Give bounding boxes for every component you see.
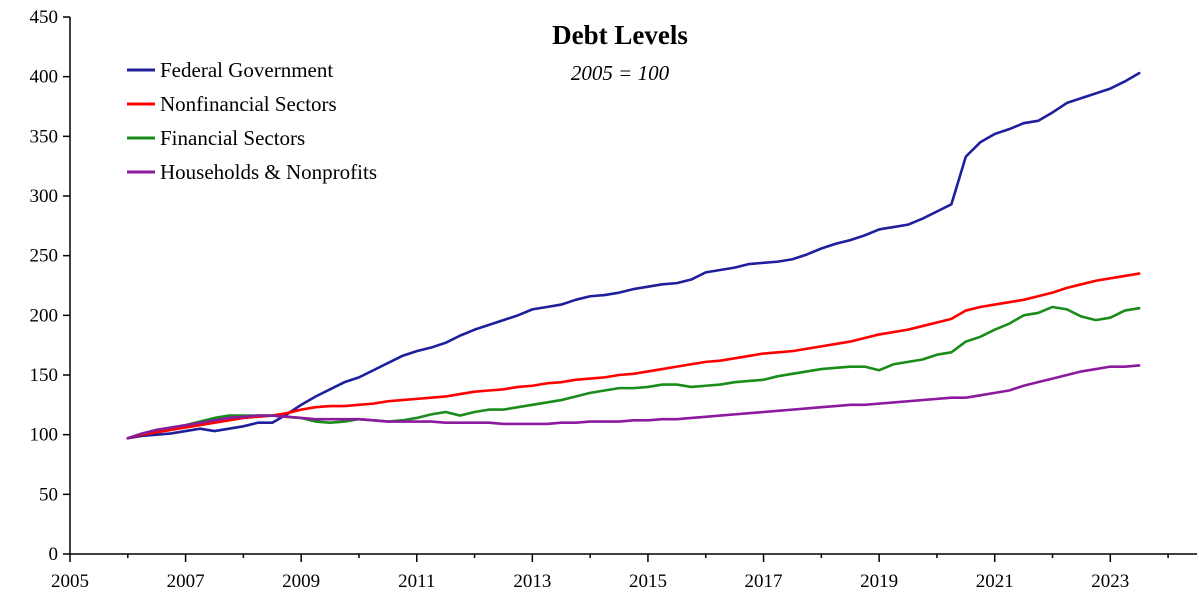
y-tick-label: 50 bbox=[39, 484, 58, 505]
x-tick-label: 2023 bbox=[1091, 571, 1129, 592]
y-tick-label: 350 bbox=[30, 126, 59, 147]
y-tick-label: 200 bbox=[30, 305, 59, 326]
y-tick-label: 100 bbox=[30, 425, 59, 446]
x-tick-label: 2021 bbox=[976, 571, 1014, 592]
axes: 0 50 100 150 200 250 300 350 400 450 2005 2007 2009 2… bbox=[30, 7, 1197, 592]
chart-title: Debt Levels bbox=[552, 20, 688, 50]
y-tick-label: 250 bbox=[30, 246, 59, 267]
y-tick-label: 0 bbox=[49, 544, 59, 565]
legend-label: Households & Nonprofits bbox=[160, 160, 377, 184]
x-tick-label: 2011 bbox=[398, 571, 435, 592]
x-tick-label: 2013 bbox=[513, 571, 551, 592]
chart-subtitle: 2005 = 100 bbox=[571, 61, 670, 85]
legend-label: Nonfinancial Sectors bbox=[160, 92, 337, 116]
legend: Federal Government Nonfinancial Sectors Fi… bbox=[127, 58, 377, 184]
x-tick-label: 2015 bbox=[629, 571, 667, 592]
plot-lines bbox=[126, 71, 1141, 440]
y-tick-label: 400 bbox=[30, 67, 59, 88]
x-tick-label: 2017 bbox=[745, 571, 783, 592]
series-line-0 bbox=[126, 71, 1141, 440]
x-tick-label: 2007 bbox=[167, 571, 205, 592]
series-line-1 bbox=[126, 272, 1141, 440]
legend-label: Financial Sectors bbox=[160, 126, 305, 150]
y-tick-label: 450 bbox=[30, 7, 59, 28]
x-tick-label: 2005 bbox=[51, 571, 89, 592]
x-tick-label: 2009 bbox=[282, 571, 320, 592]
y-tick-label: 150 bbox=[30, 365, 59, 386]
legend-label: Federal Government bbox=[160, 58, 333, 82]
y-tick-label: 300 bbox=[30, 186, 59, 207]
series-line-3 bbox=[126, 364, 1141, 440]
title-group: Debt Levels 2005 = 100 bbox=[552, 20, 688, 85]
x-tick-label: 2019 bbox=[860, 571, 898, 592]
